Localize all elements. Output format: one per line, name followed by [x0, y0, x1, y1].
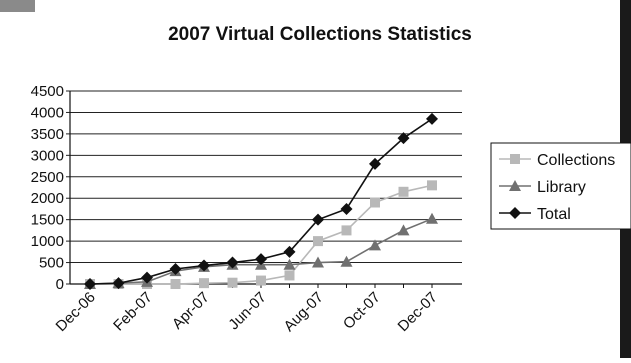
data-point-collections [313, 236, 323, 246]
y-tick-label: 4000 [31, 104, 64, 121]
data-point-collections [256, 276, 266, 286]
data-point-collections [342, 225, 352, 235]
y-tick-label: 500 [39, 255, 64, 272]
data-point-collections [399, 187, 409, 197]
data-point-collections [228, 278, 238, 288]
y-tick-label: 2000 [31, 190, 64, 207]
y-tick-label: 1000 [31, 233, 64, 250]
data-point-collections [199, 278, 209, 288]
chart-title: 2007 Virtual Collections Statistics [168, 24, 472, 45]
y-tick-label: 4500 [31, 83, 64, 100]
y-tick-label: 3000 [31, 147, 64, 164]
legend-marker-collections [510, 154, 520, 164]
data-point-collections [171, 279, 181, 289]
data-point-collections [427, 180, 437, 190]
y-tick-label: 2500 [31, 169, 64, 186]
data-point-collections [370, 198, 380, 208]
y-tick-label: 0 [56, 276, 64, 293]
legend-label-library: Library [537, 179, 586, 196]
y-tick-label: 1500 [31, 212, 64, 229]
legend-label-total: Total [537, 206, 571, 223]
data-point-collections [285, 270, 295, 280]
y-tick-label: 3500 [31, 126, 64, 143]
header-photo-strip [0, 0, 35, 12]
legend-label-collections: Collections [537, 152, 615, 169]
